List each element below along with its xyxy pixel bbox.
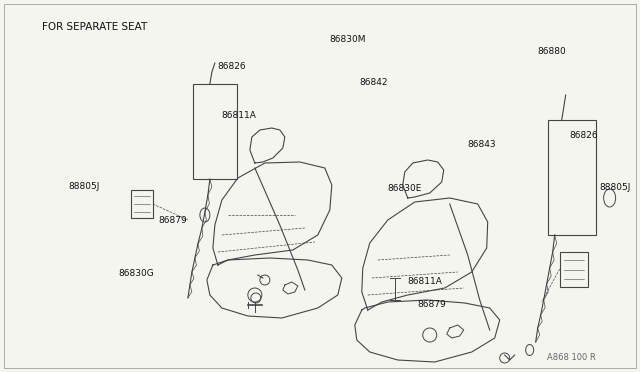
Text: 86830M: 86830M xyxy=(330,35,366,44)
Bar xyxy=(548,120,596,235)
Text: 86826: 86826 xyxy=(218,62,246,71)
Text: 86811A: 86811A xyxy=(408,278,443,286)
Text: 88805J: 88805J xyxy=(600,183,631,192)
Text: 86830G: 86830G xyxy=(118,269,154,278)
Text: 86879: 86879 xyxy=(418,300,447,309)
Text: 86842: 86842 xyxy=(360,78,388,87)
Text: 86880: 86880 xyxy=(538,47,566,56)
Text: 86811A: 86811A xyxy=(222,111,257,120)
Bar xyxy=(131,190,153,218)
Text: 86826: 86826 xyxy=(570,131,598,140)
Text: 86830E: 86830E xyxy=(388,185,422,193)
Bar xyxy=(193,84,237,179)
Text: 86843: 86843 xyxy=(468,140,497,149)
Bar xyxy=(559,252,588,287)
Text: 86879: 86879 xyxy=(158,216,187,225)
Text: FOR SEPARATE SEAT: FOR SEPARATE SEAT xyxy=(42,22,147,32)
Text: 88805J: 88805J xyxy=(68,182,99,191)
Text: A868 100 R: A868 100 R xyxy=(547,353,596,362)
